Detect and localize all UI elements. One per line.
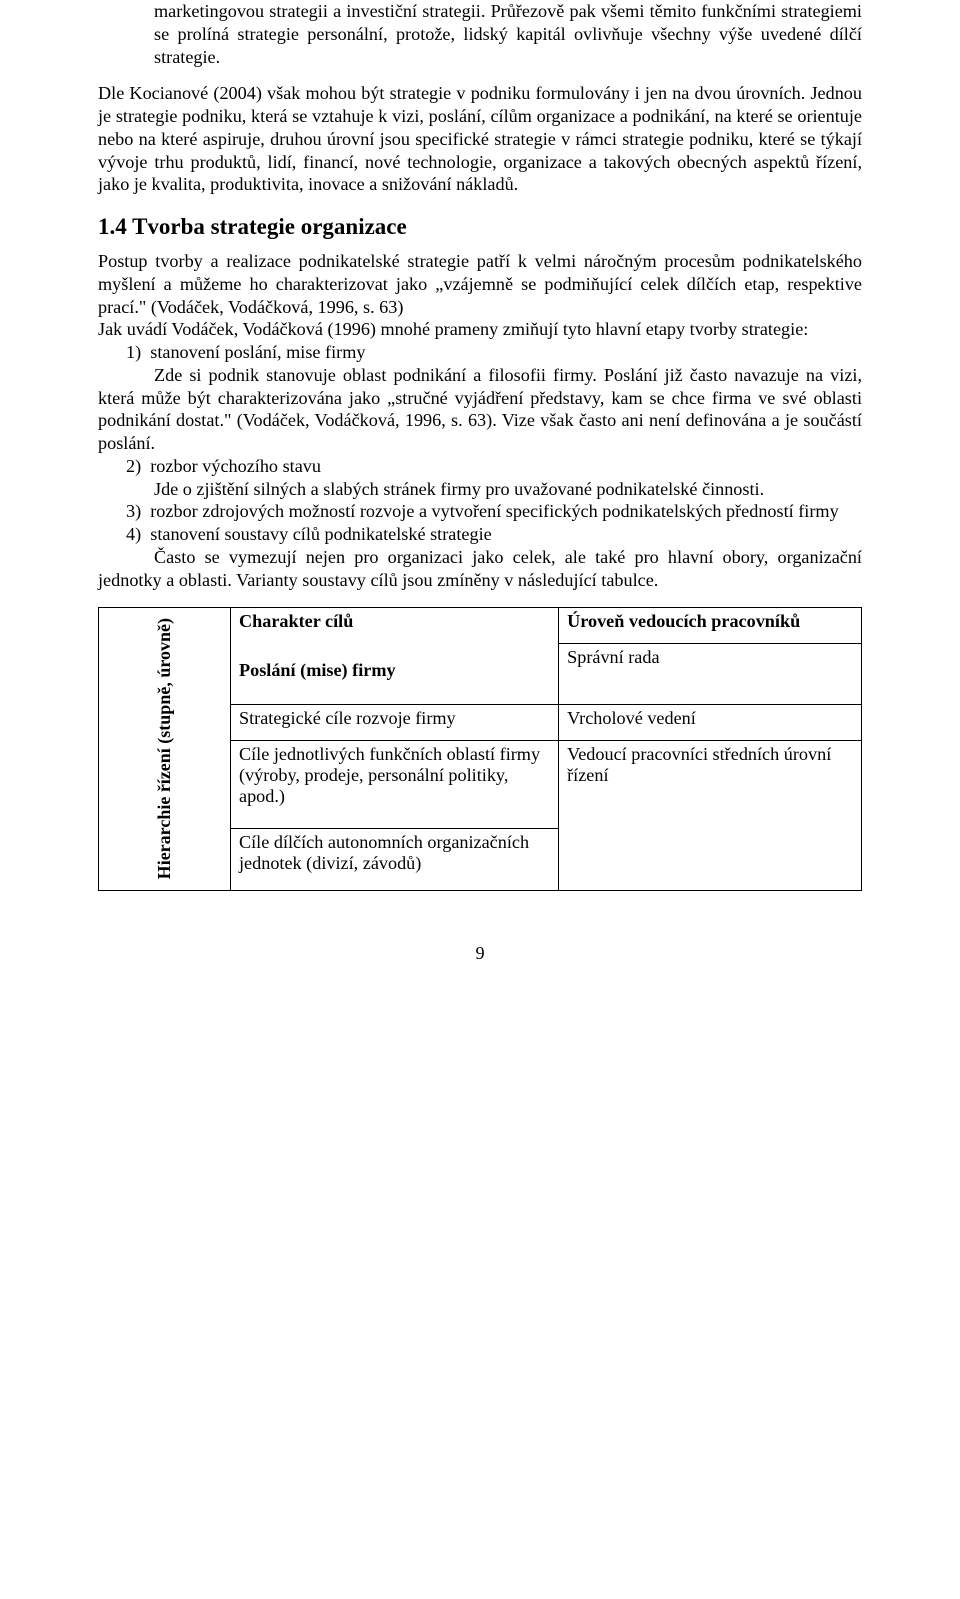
paragraph: Jak uvádí Vodáček, Vodáčková (1996) mnoh…	[98, 318, 862, 341]
list-number: 1)	[126, 342, 141, 362]
table-header: Úroveň vedoucích pracovníků	[559, 608, 862, 643]
hierarchy-label-cell: Hierarchie řízení (stupně, úrovně)	[98, 607, 230, 890]
row-text: Poslání (mise) firmy	[239, 660, 550, 681]
numbered-list: 1) stanovení poslání, mise firmy Zde si …	[98, 341, 862, 546]
page-number: 9	[98, 943, 862, 1000]
hierarchy-table: Hierarchie řízení (stupně, úrovně) Chara…	[98, 607, 862, 890]
hierarchy-label: Hierarchie řízení (stupně, úrovně)	[154, 608, 175, 889]
goals-table: Charakter cílů Poslání (mise) firmy Úrov…	[230, 607, 862, 890]
list-number: 4)	[126, 524, 141, 544]
table-cell: Cíle dílčích autonomních organizačních j…	[231, 828, 559, 890]
paragraph: Často se vymezují nejen pro organizaci j…	[98, 546, 862, 592]
paragraph: Postup tvorby a realizace podnikatelské …	[98, 250, 862, 318]
header-text: Charakter cílů	[239, 611, 550, 632]
document-page: marketingovou strategii a investiční str…	[0, 0, 960, 1000]
list-title: rozbor výchozího stavu	[150, 456, 321, 476]
list-title: stanovení soustavy cílů podnikatelské st…	[150, 524, 491, 544]
list-item: 3) rozbor zdrojových možností rozvoje a …	[98, 500, 862, 523]
list-title: rozbor zdrojových možností rozvoje a vyt…	[150, 501, 838, 521]
list-number: 2)	[126, 456, 141, 476]
list-item-head: 3) rozbor zdrojových možností rozvoje a …	[98, 500, 862, 523]
table-cell: Správní rada	[559, 643, 862, 705]
list-item: 1) stanovení poslání, mise firmy Zde si …	[98, 341, 862, 455]
section-heading: 1.4 Tvorba strategie organizace	[98, 214, 862, 240]
table-cell: Cíle jednotlivých funkčních oblastí firm…	[231, 740, 559, 828]
list-item: 2) rozbor výchozího stavu Jde o zjištění…	[98, 455, 862, 501]
list-item: 4) stanovení soustavy cílů podnikatelské…	[98, 523, 862, 546]
list-item-head: 1) stanovení poslání, mise firmy	[98, 341, 862, 364]
paragraph: marketingovou strategii a investiční str…	[98, 0, 862, 68]
table-header: Charakter cílů Poslání (mise) firmy	[231, 608, 559, 705]
list-number: 3)	[126, 501, 141, 521]
list-item-head: 2) rozbor výchozího stavu	[98, 455, 862, 478]
paragraph: Dle Kocianové (2004) však mohou být stra…	[98, 82, 862, 196]
table-cell: Vrcholové vedení	[559, 705, 862, 740]
table-cell: Strategické cíle rozvoje firmy	[231, 705, 559, 740]
table-row: Charakter cílů Poslání (mise) firmy Úrov…	[231, 608, 862, 643]
list-item-body: Zde si podnik stanovuje oblast podnikání…	[98, 364, 862, 455]
list-item-head: 4) stanovení soustavy cílů podnikatelské…	[98, 523, 862, 546]
list-title: stanovení poslání, mise firmy	[150, 342, 365, 362]
list-item-body: Jde o zjištění silných a slabých stránek…	[98, 478, 862, 501]
table-cell: Vedoucí pracovníci středních úrovní říze…	[559, 740, 862, 890]
